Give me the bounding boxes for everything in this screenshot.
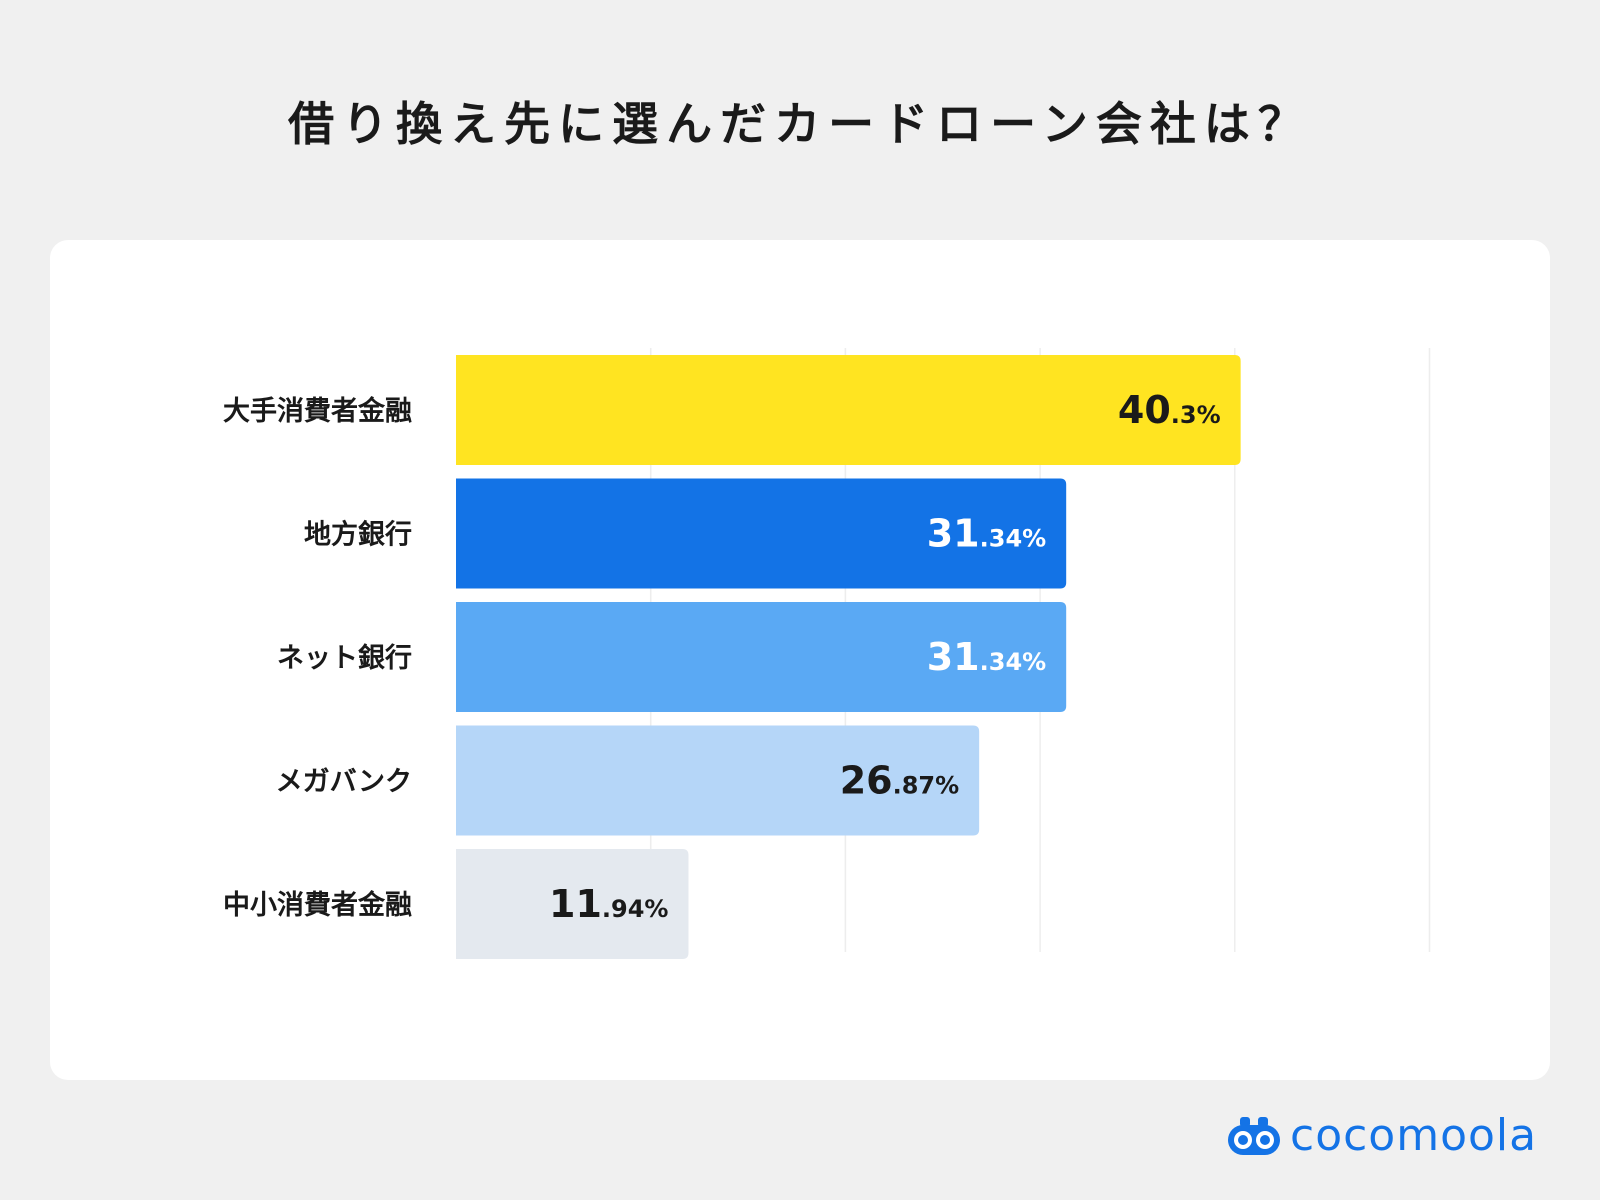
binoculars-icon: [1228, 1117, 1280, 1155]
data-label: 26.87%: [840, 759, 959, 803]
bar: [456, 602, 1067, 712]
bar: [456, 478, 1067, 589]
category-label: ネット銀行: [277, 642, 412, 674]
data-label-decimal: .34%: [980, 648, 1047, 676]
category-label: 地方銀行: [304, 519, 412, 551]
data-label: 11.94%: [549, 882, 668, 926]
data-label-decimal: .87%: [893, 772, 960, 800]
chart-title: 借り換え先に選んだカードローン会社は？: [288, 97, 1312, 151]
bar-chart: 大手消費者金融 40.3%地方銀行 31.34%ネット銀行 31.34%メガバンク 26…: [223, 348, 1431, 959]
data-label-main: 11: [549, 882, 602, 926]
data-label: 40.3%: [1118, 388, 1221, 432]
data-label-decimal: .34%: [980, 525, 1047, 553]
category-label: メガバンク: [276, 767, 412, 798]
brand-name: cocomoola: [1290, 1110, 1538, 1161]
data-label-main: 26: [840, 759, 893, 803]
category-label: 中小消費者金融: [223, 889, 412, 921]
data-label-main: 31: [927, 635, 980, 679]
data-label-main: 31: [927, 512, 980, 556]
category-label: 大手消費者金融: [223, 395, 412, 427]
chart-card: 大手消費者金融 40.3% 地方銀行 31.34% ネット銀行 31.34% メガバンク 26…: [50, 240, 1550, 1080]
data-label-main: 40: [1118, 388, 1171, 432]
bar: [456, 355, 1241, 465]
brand-logo: cocomoola: [1226, 1114, 1537, 1158]
data-label-decimal: .3%: [1171, 401, 1221, 429]
data-label-decimal: .94%: [602, 895, 669, 923]
bar: [456, 849, 689, 959]
bar: [456, 725, 980, 836]
data-label: 31.34%: [927, 635, 1046, 679]
data-label: 31.34%: [927, 512, 1046, 556]
